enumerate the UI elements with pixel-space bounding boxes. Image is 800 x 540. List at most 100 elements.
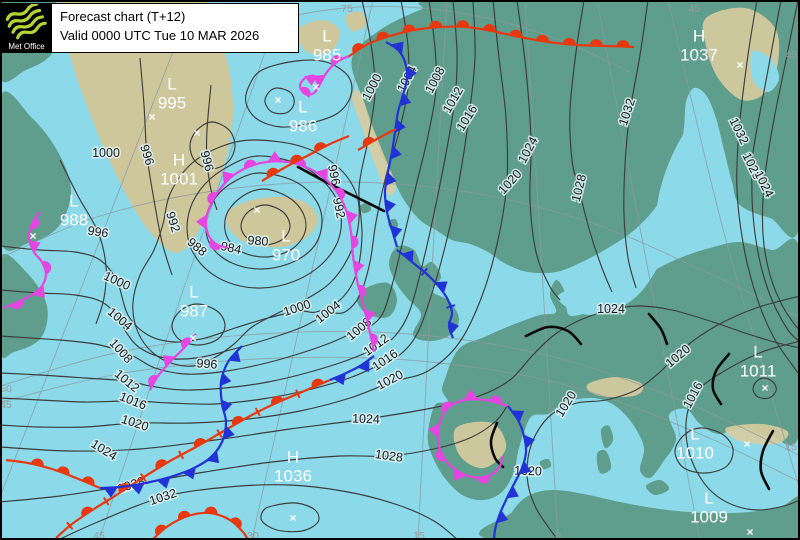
isobar: [0, 0, 476, 405]
occluded-front-line: [204, 160, 376, 353]
occluded-front-line: [436, 398, 509, 479]
isobar: [260, 502, 320, 533]
cold-front-triangle: [353, 259, 365, 274]
isobar: [751, 0, 800, 343]
isobar: [186, 155, 342, 289]
cold-front-triangle: [511, 410, 525, 423]
graticule-label: 0: [555, 530, 561, 540]
pressure-centre-value: 1001: [160, 170, 198, 189]
landmass: [359, 202, 372, 214]
isobar: [0, 0, 458, 391]
warm-front: [261, 134, 350, 182]
isobar: [674, 427, 734, 474]
pressure-centre-x-mark: ×: [761, 381, 768, 395]
warm-front-semicircle: [10, 299, 24, 310]
meridian-line: [667, 0, 800, 491]
warm-front-semicircle: [562, 37, 576, 45]
landmass: [600, 425, 614, 449]
warm-front-semicircle: [177, 510, 191, 520]
warm-front-semicircle: [589, 39, 603, 46]
pressure-centre-x-mark: ×: [736, 58, 743, 72]
cold-front-triangle: [453, 468, 466, 481]
warm-front-semicircle: [376, 31, 390, 41]
warm-front-semicircle: [358, 284, 367, 298]
fronts: [3, 20, 635, 540]
warm-front-semicircle: [181, 337, 192, 349]
warm-front-semicircle: [330, 55, 343, 66]
lake: [557, 121, 704, 316]
chart-valid-time: Valid 0000 UTC Tue 10 MAR 2026: [60, 27, 260, 43]
warm-front-semicircle: [335, 187, 346, 200]
graticule-labels: 75 45 45 50 45 45 30 15 0 15: [0, 3, 797, 540]
pressure-centre-value: 1037: [680, 46, 718, 65]
landmass: [645, 479, 670, 496]
cold-front-triangle: [156, 476, 171, 489]
cold-front-triangle: [506, 485, 519, 499]
cold-front-triangle: [333, 373, 346, 386]
graticule-label: 45: [93, 530, 105, 540]
landmass: [356, 282, 397, 318]
cold-front-triangle: [390, 145, 402, 160]
warm-front: [151, 506, 249, 540]
cold-front-triangle: [390, 225, 403, 239]
pressure-centre-letter: L: [167, 75, 176, 94]
warm-front-semicircle: [81, 506, 94, 517]
warm-front-semicircle: [362, 136, 375, 147]
pressure-centre-letter: H: [173, 151, 185, 170]
cold-front-triangle: [267, 151, 282, 162]
cold-front: [329, 355, 375, 386]
pressure-centre-value: 995: [158, 94, 186, 113]
warm-front-semicircle: [30, 458, 44, 467]
isobar: [0, 0, 509, 428]
occluded-front: [195, 151, 379, 353]
isobar-value-label: 996: [196, 356, 218, 371]
frontolysis-cross: [253, 407, 263, 417]
pressure-centre-x-mark: ×: [743, 437, 750, 451]
frontolysis-cross: [101, 496, 111, 506]
warm-front-semicircle: [483, 24, 496, 32]
isobar: [171, 303, 226, 346]
parallel-line: [0, 181, 800, 319]
warm-front: [347, 20, 635, 58]
pressure-centre-x-mark: ×: [189, 331, 196, 345]
cold-front-triangle: [130, 483, 145, 495]
warm-front-semicircle: [155, 459, 168, 470]
cold-front-triangle: [401, 250, 414, 263]
occluded-front: [148, 333, 197, 391]
pressure-centre-value: 987: [180, 302, 208, 321]
warm-front-line: [5, 458, 101, 490]
pressure-centre-marks: × × × × × × × × × × × ×: [29, 58, 768, 539]
graticule-label: 15: [413, 530, 425, 540]
isobar: [752, 377, 777, 400]
isobar: [189, 121, 236, 170]
warm-front-semicircle: [441, 401, 453, 413]
warm-front-semicircle: [314, 142, 327, 152]
pressure-centre-value: 1010: [676, 444, 714, 463]
warm-front-line: [347, 25, 635, 58]
frontolysis-cross: [138, 473, 148, 482]
pressure-centre-letter: L: [753, 343, 762, 362]
cold-front-triangle: [463, 389, 478, 400]
cold-front-triangle: [391, 41, 404, 54]
lake: [750, 50, 780, 93]
met-office-logo-text: Met Office: [8, 42, 45, 51]
chart-header: Met Office Forecast chart (T+12) Valid 0…: [2, 3, 299, 53]
frontolysis-cross: [420, 267, 429, 276]
met-office-logo: Met Office: [2, 3, 51, 53]
cold-front-triangle: [447, 321, 459, 335]
landmass: [478, 489, 800, 540]
landmass: [427, 238, 800, 501]
met-office-logo-waves: [5, 4, 47, 40]
warm-front-semicircle: [402, 24, 416, 33]
isobar-value-label: 1000: [92, 146, 120, 160]
frontolysis-cross: [215, 429, 224, 438]
pressure-centre-value: 988: [60, 211, 88, 230]
cold-front: [383, 41, 417, 248]
warm-front-line: [357, 128, 397, 151]
trough-line: [489, 421, 505, 469]
isobar-value-label: 984: [219, 239, 242, 257]
